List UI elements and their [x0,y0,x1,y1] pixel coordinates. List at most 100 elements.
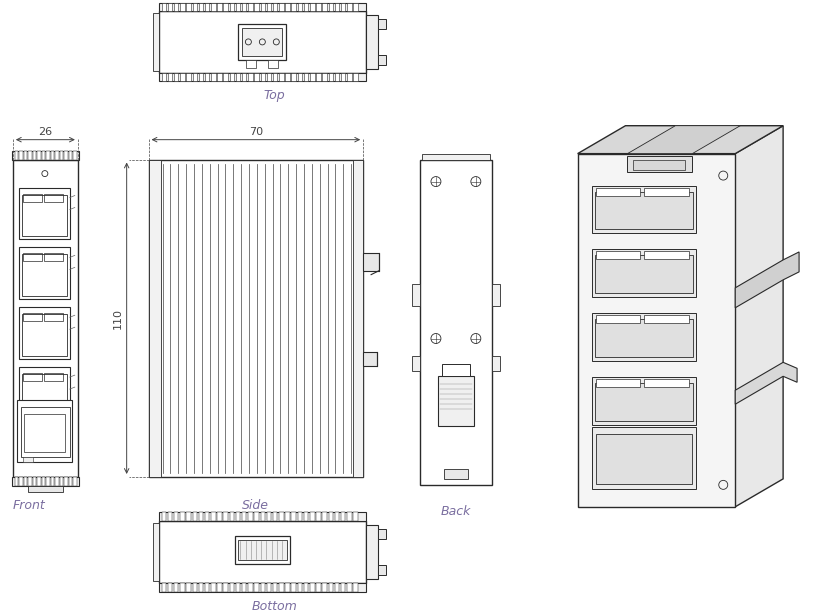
Bar [19,187,70,240]
Bar [279,73,284,81]
Bar [174,583,178,591]
Bar [38,151,41,160]
Bar [298,3,302,11]
Bar [329,512,333,521]
Bar [47,151,50,160]
Bar [236,512,240,521]
Bar [174,512,178,521]
Bar [20,477,23,486]
Bar [335,73,339,81]
Bar [627,156,692,172]
Bar [44,193,63,201]
Bar [285,73,290,81]
Bar [21,407,70,457]
Bar [591,249,696,298]
Bar [366,15,378,69]
Bar [248,73,253,81]
Bar [28,486,63,492]
Bar [596,434,692,484]
Bar [595,383,694,421]
Text: 26: 26 [38,127,52,137]
Bar [596,187,640,195]
Bar [329,3,333,11]
Bar [261,583,265,591]
Bar [23,457,33,462]
Bar [218,73,222,81]
Bar [180,73,185,81]
Bar [322,583,327,591]
Bar [69,477,72,486]
Bar [353,512,357,521]
Bar [254,583,258,591]
Bar [298,73,302,81]
Bar [162,3,166,11]
Bar [192,73,197,81]
Bar [303,512,308,521]
Bar [149,160,363,477]
Bar [322,73,327,81]
Bar [12,477,79,486]
Bar [329,73,333,81]
Bar [69,151,72,160]
Bar [204,512,209,521]
Bar [347,583,352,591]
Bar [162,73,166,81]
Bar [279,583,284,591]
Text: Back: Back [441,505,471,518]
Bar [248,583,253,591]
Bar [218,583,222,591]
Bar [223,73,228,81]
Bar [38,477,41,486]
Bar [317,583,321,591]
Bar [303,73,308,81]
Bar [65,477,68,486]
Bar [159,521,366,583]
Bar [180,583,185,591]
Bar [254,3,258,11]
Bar [420,160,492,485]
Bar [162,512,166,521]
Bar [187,512,191,521]
Bar [378,565,386,575]
Text: Side: Side [242,499,269,512]
Bar [242,3,246,11]
Bar [12,151,79,160]
Bar [174,73,178,81]
Bar [218,3,222,11]
Bar [595,256,694,293]
Bar [335,3,339,11]
Bar [254,512,258,521]
Bar [341,583,345,591]
Bar [298,512,302,521]
Bar [42,477,45,486]
Bar [595,192,694,229]
Bar [444,469,468,479]
Bar [422,153,490,160]
Bar [199,583,203,591]
Bar [211,512,216,521]
Bar [378,529,386,539]
Bar [23,373,42,381]
Bar [248,512,253,521]
Bar [438,376,474,426]
Bar [223,512,228,521]
Bar [187,73,191,81]
Bar [211,73,216,81]
Bar [591,427,696,489]
Text: Top: Top [263,89,285,102]
Bar [273,3,277,11]
Bar [273,583,277,591]
Bar [15,151,19,160]
Bar [22,195,67,237]
Bar [335,583,339,591]
Bar [279,3,284,11]
Bar [74,477,77,486]
Bar [591,314,696,361]
Bar [199,3,203,11]
Bar [47,477,50,486]
Bar [44,314,63,321]
Bar [192,3,197,11]
Bar [162,583,166,591]
Bar [291,3,296,11]
Bar [199,73,203,81]
